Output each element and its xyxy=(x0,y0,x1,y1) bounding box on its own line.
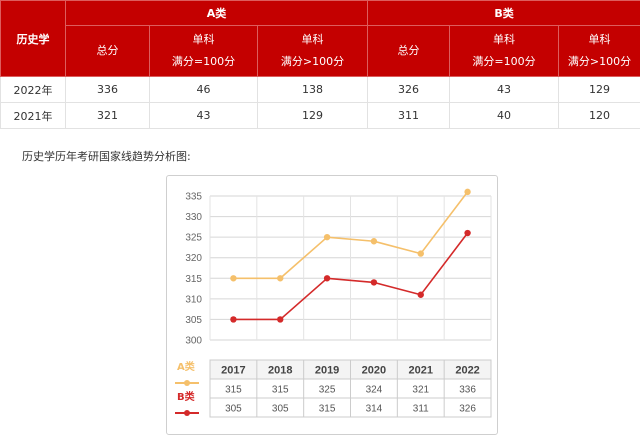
b-single-gt-cell: 120 xyxy=(558,102,640,129)
y-tick-label: 325 xyxy=(185,233,202,244)
data-table-value: 336 xyxy=(459,385,476,396)
trend-chart: 300 305 310 315 320 325 330 335 2017 2018 2019 2020… xyxy=(166,175,498,435)
series-point-0 xyxy=(370,238,378,245)
subject-header: 历史学 xyxy=(0,0,66,77)
data-table-value: 315 xyxy=(225,385,242,396)
chart-svg: 300 305 310 315 320 325 330 335 2017 2018 2019 2020… xyxy=(175,188,492,418)
data-table-value: 315 xyxy=(319,404,336,415)
legend-marker xyxy=(184,410,190,416)
x-category-label: 2018 xyxy=(268,365,292,377)
score-table: 历史学 A类 B类 总分 单科 满分=100分 单科 满分>100分 总分 单科 满分… xyxy=(0,0,640,129)
row-year: 2022年 xyxy=(0,76,66,103)
series-point-1 xyxy=(370,279,378,286)
b-single100-header: 单科 满分=100分 xyxy=(449,25,560,77)
series-point-0 xyxy=(323,233,331,241)
data-table-value: 321 xyxy=(412,385,429,396)
data-table-value: 326 xyxy=(459,404,476,415)
x-category-label: 2020 xyxy=(362,365,386,377)
b-total-cell: 311 xyxy=(367,102,451,129)
x-category-label: 2017 xyxy=(221,365,245,377)
series-point-1 xyxy=(230,316,237,323)
b-single-gt-cell: 129 xyxy=(558,76,640,103)
row-year: 2021年 xyxy=(0,102,66,129)
y-tick-label: 310 xyxy=(185,294,202,305)
chart-caption: 历史学历年考研国家线趋势分析图: xyxy=(22,150,191,163)
data-table-value: 325 xyxy=(319,385,336,396)
x-category-label: 2019 xyxy=(315,365,339,377)
series-point-0 xyxy=(277,275,284,282)
data-table-value: 324 xyxy=(366,385,383,396)
table-row: 2021年 321 43 129 311 40 120 xyxy=(0,102,640,129)
a-single100-cell: 43 xyxy=(149,102,258,129)
data-table-value: 305 xyxy=(272,404,289,415)
a-single-gt-cell: 138 xyxy=(256,76,369,103)
legend-label: A类 xyxy=(177,360,195,373)
y-tick-label: 305 xyxy=(185,315,202,326)
b-total-cell: 326 xyxy=(367,76,451,103)
legend-marker xyxy=(184,380,190,386)
legend-label: B类 xyxy=(177,390,195,403)
data-table-value: 305 xyxy=(225,404,242,415)
x-category-label: 2022 xyxy=(455,365,479,377)
x-category-label: 2021 xyxy=(409,365,433,377)
data-table-value: 315 xyxy=(272,385,289,396)
a-total-cell: 336 xyxy=(65,76,150,103)
group-a-header: A类 xyxy=(64,0,369,26)
a-total-header: 总分 xyxy=(65,25,150,77)
table-row: 2022年 336 46 138 326 43 129 xyxy=(0,76,640,103)
a-single-gt-header: 单科 满分>100分 xyxy=(256,25,369,77)
y-tick-label: 300 xyxy=(185,336,202,347)
series-point-1 xyxy=(464,229,471,237)
y-tick-label: 315 xyxy=(185,274,202,285)
series-point-0 xyxy=(417,250,424,257)
b-single100-cell: 40 xyxy=(449,102,560,129)
series-point-1 xyxy=(277,316,284,323)
a-single100-header: 单科 满分=100分 xyxy=(149,25,258,77)
b-single100-cell: 43 xyxy=(449,76,560,103)
data-table-value: 311 xyxy=(413,404,429,415)
group-b-header: B类 xyxy=(367,0,640,26)
b-single-gt-header: 单科 满分>100分 xyxy=(558,25,640,77)
series-line-1 xyxy=(233,232,469,321)
y-tick-label: 335 xyxy=(185,192,202,203)
series-point-0 xyxy=(464,188,471,196)
series-line-0 xyxy=(233,191,469,280)
series-point-1 xyxy=(323,275,331,282)
y-tick-label: 330 xyxy=(185,212,202,223)
a-single-gt-cell: 129 xyxy=(256,102,369,129)
series-point-1 xyxy=(417,291,424,298)
series-point-0 xyxy=(230,275,237,282)
a-single100-cell: 46 xyxy=(149,76,258,103)
b-total-header: 总分 xyxy=(367,25,451,77)
data-table-value: 314 xyxy=(366,404,383,415)
y-tick-label: 320 xyxy=(185,253,202,264)
a-total-cell: 321 xyxy=(65,102,150,129)
